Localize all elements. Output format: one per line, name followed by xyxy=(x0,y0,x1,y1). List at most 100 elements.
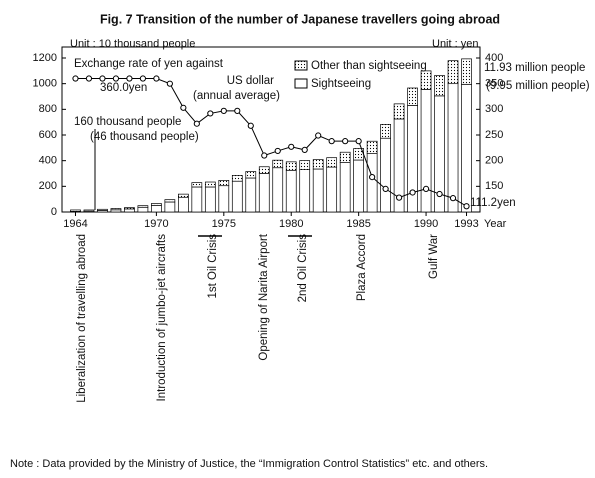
exchange-point xyxy=(449,195,457,202)
annotation: (9.95 million people) xyxy=(486,80,590,92)
bar-other xyxy=(258,166,270,174)
y-tick-label: 0 xyxy=(51,206,57,218)
exchange-point xyxy=(247,122,254,129)
x-axis-label: Year xyxy=(484,218,507,230)
bar-other xyxy=(326,157,338,168)
y-unit: Unit : 10 thousand people xyxy=(70,38,195,50)
bar-other xyxy=(137,205,149,208)
bar-other xyxy=(407,87,418,106)
bar-other xyxy=(447,60,459,85)
x-tick-label: 1990 xyxy=(414,218,438,230)
bar-sightseeing xyxy=(353,159,364,213)
bar-sightseeing xyxy=(245,177,257,213)
exchange-label: Exchange rate of yen against xyxy=(74,58,224,70)
bar-other xyxy=(461,58,472,85)
exchange-point xyxy=(112,75,120,82)
y-tick-label: 400 xyxy=(39,155,57,167)
annotation: 11.93 million people xyxy=(484,62,585,74)
exchange-label: US dollar xyxy=(227,75,274,87)
y2-tick-label: 150 xyxy=(485,180,503,192)
annotation: (46 thousand people) xyxy=(90,131,199,143)
exchange-point xyxy=(436,190,443,198)
bar-other xyxy=(218,180,230,187)
bar-other xyxy=(97,208,108,211)
exchange-point xyxy=(99,75,106,82)
bar-sightseeing xyxy=(285,169,297,213)
exchange-point xyxy=(315,132,322,139)
bar-sightseeing xyxy=(312,168,324,213)
bar-sightseeing xyxy=(191,186,203,213)
chart-title: Fig. 7 Transition of the number of Japan… xyxy=(100,12,500,26)
exchange-point xyxy=(463,203,470,210)
legend-swatch xyxy=(294,78,308,89)
bar-sightseeing xyxy=(366,153,378,213)
bar-other xyxy=(272,159,284,169)
exchange-point xyxy=(126,75,133,82)
exchange-point xyxy=(153,75,160,82)
bar-sightseeing xyxy=(231,180,243,213)
y2-tick-label: 200 xyxy=(485,155,503,167)
x-tick-label: 1993 xyxy=(454,218,478,230)
exchange-point xyxy=(139,75,147,82)
y2-tick-label: 400 xyxy=(485,52,503,64)
bar-sightseeing xyxy=(407,105,418,213)
y-tick-label: 800 xyxy=(39,103,57,115)
bar-sightseeing xyxy=(124,208,135,213)
legend-label: Other than sightseeing xyxy=(311,60,427,72)
exchange-point xyxy=(207,110,214,117)
bar-other xyxy=(191,182,203,188)
exchange-point xyxy=(274,147,281,155)
bar-other xyxy=(231,175,243,182)
y-tick-label: 200 xyxy=(39,180,57,192)
bar-other xyxy=(420,70,432,90)
bar-other xyxy=(245,171,257,179)
event-label: 1st Oil Crisis xyxy=(207,234,219,299)
exchange-point xyxy=(261,152,268,159)
bar-other xyxy=(83,209,95,212)
exchange-point xyxy=(409,189,416,196)
exchange-point xyxy=(382,185,389,192)
bar-sightseeing xyxy=(178,196,189,213)
event-label: 2nd Oil Crisis xyxy=(297,234,309,303)
exchange-point xyxy=(355,138,362,145)
bar-sightseeing xyxy=(339,162,351,213)
bar-sightseeing xyxy=(272,167,284,213)
y-tick-label: 600 xyxy=(39,129,57,141)
x-tick-label: 1970 xyxy=(144,218,168,230)
bar-sightseeing xyxy=(151,204,162,213)
bar-other xyxy=(380,124,391,139)
legend-swatch xyxy=(294,60,308,71)
bar-other xyxy=(178,193,189,198)
exchange-point xyxy=(395,194,403,201)
y2-unit: Unit : yen xyxy=(432,38,478,50)
event-label: Opening of Narita Airport xyxy=(258,233,270,360)
plot-frame xyxy=(61,46,481,213)
bar-sightseeing xyxy=(447,83,459,213)
event-label: Plaza Accord xyxy=(356,234,368,301)
exchange-point xyxy=(288,143,295,150)
bar-sightseeing xyxy=(258,173,270,213)
bar-sightseeing xyxy=(299,169,311,213)
bar-other xyxy=(393,103,405,120)
y-tick-label: 1200 xyxy=(33,52,57,64)
bar-sightseeing xyxy=(420,89,432,213)
exchange-point xyxy=(193,120,200,127)
bar-other xyxy=(110,208,122,211)
bar-other xyxy=(164,199,176,203)
x-tick-label: 1964 xyxy=(63,218,87,230)
event-label: Gulf War xyxy=(428,234,440,279)
note: Note : Data provided by the Ministry of … xyxy=(10,458,488,470)
bar-sightseeing xyxy=(326,166,338,213)
exchange-point xyxy=(166,80,173,87)
exchange-point xyxy=(180,104,187,111)
bar-sightseeing xyxy=(164,201,176,213)
exchange-point xyxy=(422,185,430,192)
annotation: 111.2yen xyxy=(470,197,516,209)
y2-tick-label: 250 xyxy=(485,129,503,141)
bar-other xyxy=(299,160,311,170)
bar-sightseeing xyxy=(204,186,216,213)
exchange-point xyxy=(234,107,241,114)
y2-tick-label: 350 xyxy=(485,78,503,90)
exchange-point xyxy=(85,75,93,82)
